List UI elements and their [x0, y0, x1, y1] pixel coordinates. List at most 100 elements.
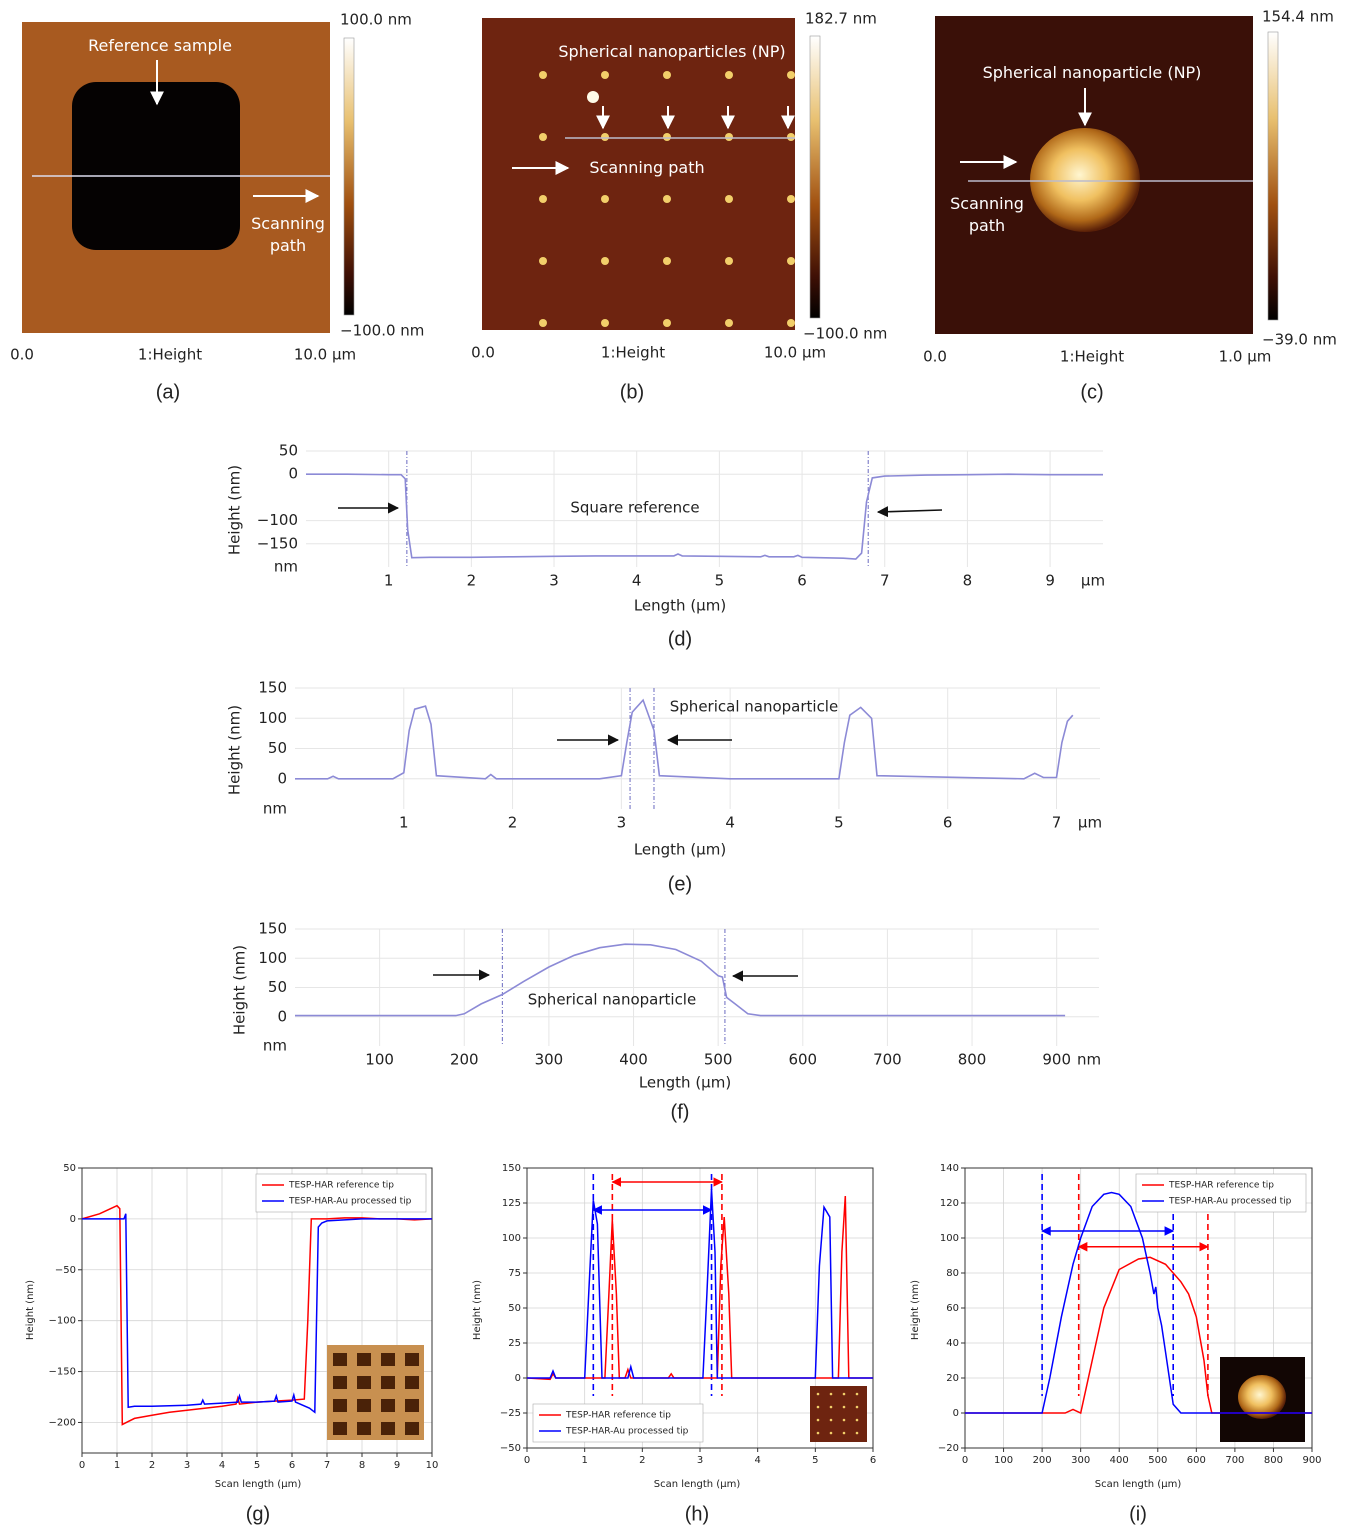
legend-box: [532, 1403, 704, 1443]
y-tick-label: 25: [508, 1338, 521, 1349]
y-tick-label: 140: [940, 1163, 959, 1174]
axis-label: 1:Height: [601, 344, 665, 362]
inset-pit: [357, 1422, 371, 1435]
inset-pit: [333, 1422, 347, 1435]
x-tick-label: 5: [812, 1455, 818, 1466]
colorbar-max-label: 100.0 nm: [340, 11, 412, 29]
colorbar: [343, 37, 355, 316]
y-tick-label: 100: [258, 709, 287, 727]
y-axis-title: Height (nm): [910, 1280, 921, 1340]
x-tick-label: 4: [754, 1455, 760, 1466]
x-tick-label: 4: [219, 1460, 225, 1471]
y-tick-label: 0: [277, 1007, 287, 1025]
inset-pit: [333, 1399, 347, 1412]
nanoparticle: [725, 195, 733, 203]
series-line: [965, 1191, 1312, 1414]
inset-pit: [357, 1353, 371, 1366]
inset-dot: [829, 1431, 833, 1435]
y-unit: nm: [263, 800, 287, 818]
y-tick-label: −150: [257, 534, 298, 552]
nanoparticle: [601, 319, 609, 327]
inset-dot: [816, 1418, 820, 1422]
y-tick-label: 50: [63, 1163, 76, 1174]
nanoparticle: [539, 71, 547, 79]
inset-dot: [855, 1405, 859, 1409]
nanoparticle: [663, 257, 671, 265]
y-tick-label: 40: [946, 1338, 959, 1349]
nanoparticle: [725, 133, 733, 141]
afm-background: [482, 18, 795, 330]
inset-pit: [333, 1376, 347, 1389]
y-tick-label: 0: [515, 1373, 521, 1384]
nanoparticle: [663, 319, 671, 327]
y-tick-label: 0: [70, 1214, 76, 1225]
y-unit: nm: [274, 558, 298, 576]
y-tick-label: −150: [49, 1367, 76, 1378]
annotation: Reference sample: [88, 36, 232, 55]
y-tick-label: 60: [946, 1303, 959, 1314]
series-line: [965, 1256, 1312, 1415]
x-axis-title: Length (μm): [634, 841, 726, 859]
nanoparticle: [601, 195, 609, 203]
annotation: Spherical nanoparticles (NP): [558, 42, 786, 61]
y-axis-title: Height (nm): [226, 465, 244, 555]
axis-label: 1:Height: [138, 346, 202, 364]
x-tick-label: 8: [359, 1460, 365, 1471]
plot-frame: [964, 1167, 1313, 1449]
y-tick-label: −25: [500, 1408, 521, 1419]
nanoparticle: [601, 133, 609, 141]
x-unit: μm: [1081, 572, 1105, 590]
profile-line: [295, 943, 1066, 1017]
y-tick-label: 150: [258, 920, 287, 938]
nanoparticle: [725, 319, 733, 327]
nanoparticle: [787, 257, 795, 265]
x-tick-label: 2: [508, 814, 518, 832]
x-tick-label: 2: [149, 1460, 155, 1471]
x-tick-label: 400: [1110, 1455, 1129, 1466]
nanoparticle: [539, 319, 547, 327]
x-tick-label: 0: [524, 1455, 530, 1466]
y-tick-label: −50: [500, 1443, 521, 1454]
legend-label: TESP-HAR reference tip: [288, 1181, 394, 1191]
y-tick-label: 150: [502, 1163, 521, 1174]
axis-label: 0.0: [10, 346, 34, 364]
panel-label: (h): [685, 1503, 709, 1525]
annotation: Spherical nanoparticle: [670, 698, 838, 716]
x-axis-title: Length (μm): [639, 1074, 731, 1092]
inset-dot: [816, 1392, 820, 1396]
inset-pit: [357, 1399, 371, 1412]
nanoparticle: [1030, 128, 1140, 232]
axis-label: 10.0 μm: [294, 346, 356, 364]
plot-frame: [81, 1167, 433, 1454]
x-tick-label: 5: [715, 572, 725, 590]
y-tick-label: 50: [268, 978, 287, 996]
x-tick-label: 700: [1225, 1455, 1244, 1466]
y-tick-label: −100: [257, 511, 298, 529]
nanoparticle: [787, 319, 795, 327]
x-tick-label: 6: [943, 814, 953, 832]
y-tick-label: 0: [277, 769, 287, 787]
annotation: Spherical nanoparticle (NP): [982, 63, 1202, 82]
inset-pit: [405, 1399, 419, 1412]
x-tick-label: 4: [725, 814, 735, 832]
legend-label: TESP-HAR-Au processed tip: [565, 1427, 689, 1437]
y-tick-label: 100: [502, 1233, 521, 1244]
nanoparticle: [663, 71, 671, 79]
x-tick-label: 100: [365, 1051, 394, 1069]
axis-label: 1:Height: [1060, 348, 1124, 366]
colorbar-max-label: 154.4 nm: [1262, 8, 1334, 26]
x-tick-label: 7: [880, 572, 890, 590]
annotation: Scanning path: [251, 214, 325, 255]
axis-label: 10.0 μm: [764, 344, 826, 362]
x-tick-label: 0: [962, 1455, 968, 1466]
inset-blob: [1238, 1375, 1286, 1419]
x-tick-label: 9: [1045, 572, 1055, 590]
inset-pit: [381, 1376, 395, 1389]
axis-label: 0.0: [923, 348, 947, 366]
y-tick-label: 0: [953, 1408, 959, 1419]
x-unit: μm: [1078, 814, 1102, 832]
x-axis-title: Scan length (μm): [215, 1479, 302, 1490]
colorbar: [809, 35, 821, 319]
